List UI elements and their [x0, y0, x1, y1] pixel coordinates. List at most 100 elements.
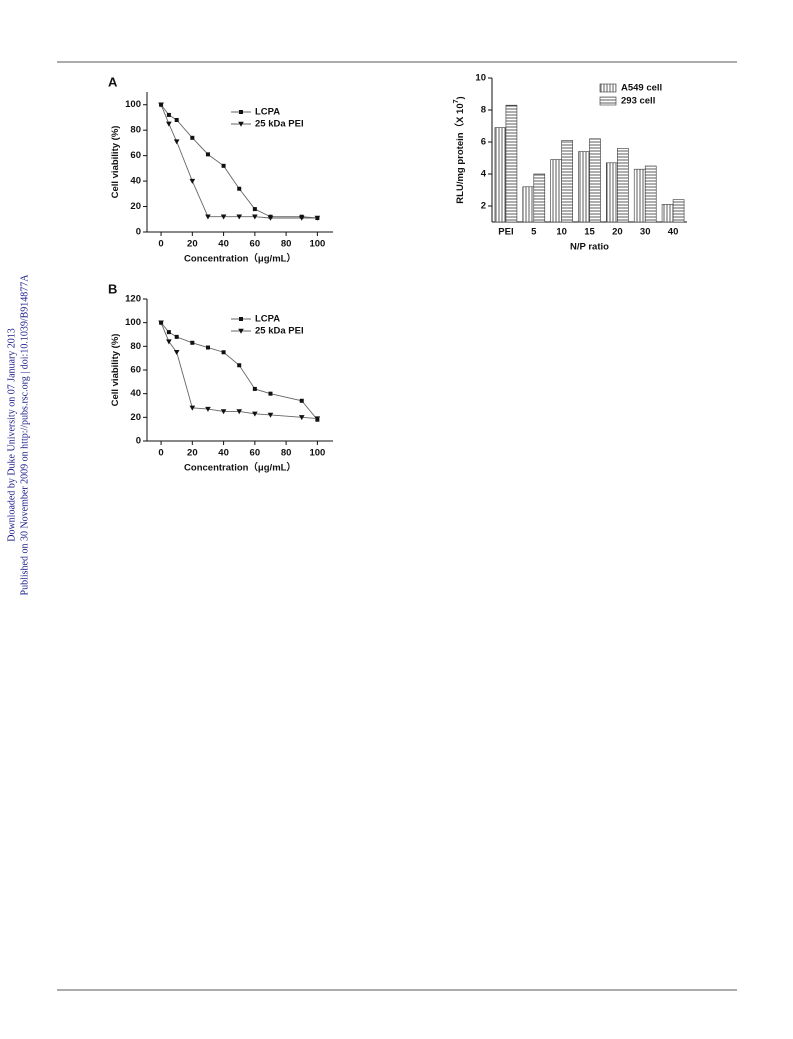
y-axis-label: Cell viability (%) [110, 126, 121, 199]
marker [236, 214, 243, 220]
marker [221, 350, 226, 355]
marker [298, 415, 305, 421]
marker [205, 406, 211, 412]
legend-label: LCPA [255, 107, 280, 118]
x-tick-label: 20 [187, 239, 198, 250]
y-tick-label: 4 [481, 169, 487, 180]
x-tick-label: 100 [309, 239, 325, 250]
marker [237, 363, 242, 368]
y-axis-label: Cell viability (%) [110, 334, 121, 407]
y-tick-label: 80 [130, 341, 141, 352]
bar [617, 148, 629, 223]
x-tick-label: 5 [531, 227, 537, 238]
x-axis-label: Concentration（μg/mL） [184, 462, 296, 474]
x-tick-label: PEI [498, 227, 513, 238]
marker [189, 405, 196, 411]
bar [561, 140, 573, 223]
y-tick-label: 0 [136, 227, 141, 238]
bar [589, 138, 601, 223]
legend-swatch [599, 83, 617, 93]
y-tick-label: 120 [125, 294, 141, 305]
y-axis-label-text: Cell viability (%) [110, 126, 121, 199]
marker [158, 320, 164, 326]
side-note: Downloaded by Duke University on 07 Janu… [6, 328, 17, 542]
marker [252, 207, 257, 212]
marker [267, 412, 274, 418]
x-tick-label: 40 [218, 448, 229, 459]
marker [205, 214, 211, 220]
marker [166, 112, 171, 117]
marker [314, 416, 321, 422]
y-tick-label: 10 [475, 73, 486, 84]
y-tick-label: 40 [130, 176, 141, 187]
y-axis-label-exponent: 7 [453, 99, 460, 103]
marker [239, 110, 243, 114]
marker [220, 409, 227, 415]
bar [672, 199, 685, 223]
legend-label: 25 kDa PEI [255, 326, 304, 337]
x-tick-label: 10 [556, 227, 567, 238]
y-tick-label: 60 [130, 365, 141, 376]
marker [174, 334, 179, 339]
legend-label: LCPA [255, 314, 280, 325]
marker [267, 215, 274, 221]
y-tick-label: 0 [136, 436, 141, 447]
x-axis-label: Concentration（μg/mL） [184, 253, 296, 265]
y-axis-label-end: ) [455, 96, 466, 99]
marker [252, 411, 258, 417]
bar [661, 204, 674, 223]
bar [606, 162, 618, 223]
marker [166, 339, 172, 345]
bar [644, 165, 657, 223]
y-axis-label-text: Cell viability (%) [110, 334, 121, 407]
legend-label: A549 cell [621, 83, 662, 94]
legend-label: 25 kDa PEI [255, 119, 304, 130]
marker [158, 102, 164, 108]
marker [173, 139, 180, 145]
bar [533, 173, 546, 223]
x-tick-label: 40 [668, 227, 679, 238]
series-line [160, 322, 318, 420]
y-tick-label: 60 [130, 150, 141, 161]
y-tick-label: 100 [125, 99, 141, 110]
marker [239, 317, 243, 321]
y-tick-label: 80 [130, 125, 141, 136]
panel-label: B [108, 281, 117, 296]
x-tick-label: 80 [281, 239, 292, 250]
marker [166, 330, 171, 335]
marker [205, 152, 210, 157]
x-tick-label: 60 [250, 239, 261, 250]
x-tick-label: 0 [158, 239, 163, 250]
marker [298, 215, 305, 221]
bar [550, 159, 562, 223]
marker [190, 340, 195, 345]
marker [238, 121, 244, 127]
y-tick-label: 20 [130, 412, 141, 423]
y-tick-label: 2 [481, 201, 486, 212]
bar [578, 151, 590, 223]
x-tick-label: 100 [309, 448, 325, 459]
y-tick-label: 100 [125, 317, 141, 328]
series-line [160, 322, 318, 419]
y-tick-label: 6 [481, 137, 486, 148]
panel-label: A [108, 74, 118, 89]
x-tick-label: 15 [584, 227, 595, 238]
x-tick-label: 80 [281, 448, 292, 459]
marker [189, 178, 196, 184]
x-tick-label: 40 [218, 239, 229, 250]
y-axis-label: RLU/mg protein（X 107) [453, 96, 466, 203]
marker [299, 398, 304, 403]
bar [505, 104, 518, 223]
marker [237, 186, 242, 191]
y-axis-label-text: RLU/mg protein（X 10 [454, 103, 466, 203]
marker [238, 328, 244, 334]
legend-label: 293 cell [621, 96, 655, 107]
bar [633, 168, 646, 223]
x-tick-label: 0 [158, 448, 163, 459]
x-tick-label: 20 [187, 448, 198, 459]
y-tick-label: 40 [130, 388, 141, 399]
y-tick-label: 8 [481, 105, 486, 116]
x-tick-label: 60 [250, 448, 261, 459]
side-note: Published on 30 November 2009 on http://… [19, 274, 30, 596]
